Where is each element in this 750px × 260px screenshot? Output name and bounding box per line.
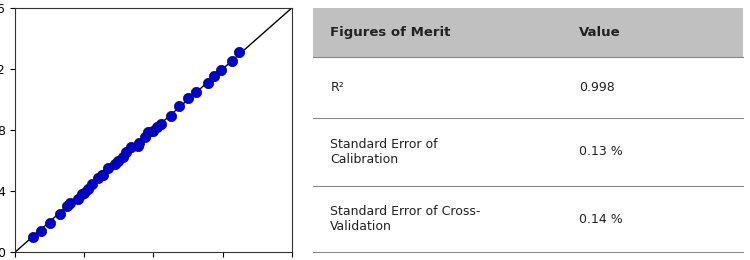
- Point: [147, 128, 159, 133]
- Point: [54, 212, 66, 216]
- Text: Value: Value: [579, 26, 621, 39]
- Point: [97, 173, 109, 177]
- Point: [172, 104, 184, 108]
- FancyBboxPatch shape: [314, 57, 742, 118]
- Point: [208, 74, 220, 78]
- Text: R²: R²: [330, 81, 344, 94]
- Point: [142, 130, 154, 134]
- Point: [102, 166, 114, 170]
- FancyBboxPatch shape: [314, 118, 742, 186]
- Point: [215, 68, 227, 72]
- Point: [64, 201, 76, 205]
- Text: 0.13 %: 0.13 %: [579, 146, 623, 159]
- Point: [154, 121, 166, 126]
- FancyBboxPatch shape: [314, 186, 742, 252]
- Point: [190, 90, 202, 94]
- Point: [125, 145, 137, 149]
- Text: 0.998: 0.998: [579, 81, 615, 94]
- Point: [27, 235, 39, 239]
- Text: Figures of Merit: Figures of Merit: [330, 26, 451, 39]
- Point: [202, 81, 214, 85]
- Point: [61, 204, 73, 208]
- Point: [139, 135, 151, 139]
- Point: [232, 50, 244, 54]
- Text: Standard Error of Cross-
Validation: Standard Error of Cross- Validation: [330, 205, 481, 233]
- Point: [82, 187, 94, 191]
- Point: [44, 221, 56, 225]
- Point: [132, 144, 144, 148]
- Point: [34, 229, 46, 233]
- Point: [78, 191, 90, 195]
- Point: [92, 176, 104, 180]
- Point: [117, 155, 129, 159]
- Point: [86, 182, 98, 186]
- Point: [112, 159, 124, 163]
- Point: [226, 59, 238, 63]
- Point: [76, 192, 88, 197]
- Text: Standard Error of
Calibration: Standard Error of Calibration: [330, 138, 438, 166]
- FancyBboxPatch shape: [314, 8, 742, 57]
- Point: [165, 114, 177, 118]
- Point: [134, 140, 146, 145]
- Point: [96, 173, 108, 178]
- Text: 0.14 %: 0.14 %: [579, 213, 623, 226]
- Point: [109, 162, 121, 166]
- Point: [182, 96, 194, 100]
- Point: [151, 125, 163, 129]
- Point: [71, 197, 83, 201]
- Point: [121, 150, 133, 154]
